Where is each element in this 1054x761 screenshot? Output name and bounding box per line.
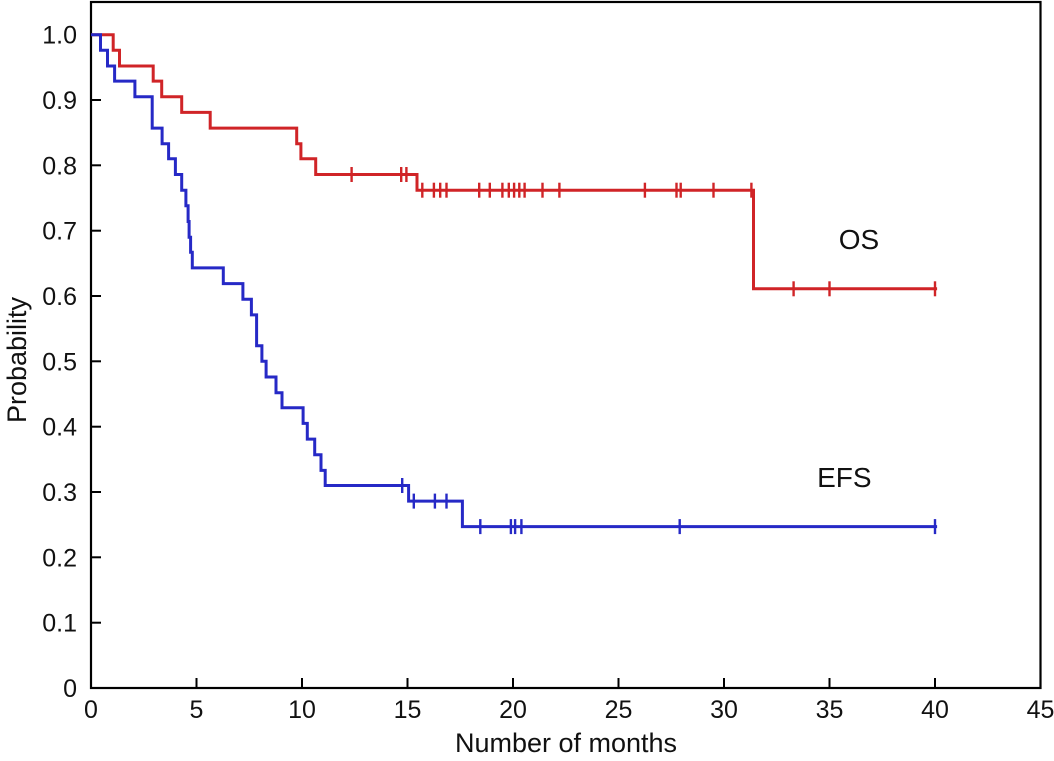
- plot-frame-box: [89, 0, 1042, 690]
- y-tick-label: 0.7: [42, 218, 77, 246]
- y-tick-label: 0.3: [42, 479, 77, 507]
- efs-curve: [91, 33, 938, 529]
- y-tick-label: 0.8: [42, 152, 77, 180]
- y-tick-label: 0.4: [42, 414, 77, 442]
- y-tick-label: 0: [63, 675, 77, 703]
- efs-label: EFS: [817, 462, 871, 493]
- x-tick-label: 35: [816, 696, 844, 724]
- x-tick-label: 45: [1027, 696, 1054, 724]
- y-tick-label: 1.0: [42, 22, 77, 50]
- x-tick-label: 40: [921, 696, 949, 724]
- x-tick-label: 20: [499, 696, 527, 724]
- y-tick-label: 0.6: [42, 283, 77, 311]
- os-label: OS: [839, 224, 879, 255]
- plot-frame: [89, 0, 1042, 690]
- survival-curves: OS EFS: [91, 33, 938, 535]
- x-tick-label: 15: [394, 696, 422, 724]
- axis-ticks: 0 5 10 15 20 25 30 35 40 45 0 0.1 0.2 0.3 0.4 0.5 0.6 0.7…: [42, 22, 1054, 724]
- x-tick-label: 0: [84, 696, 98, 724]
- y-tick-label: 0.5: [42, 348, 77, 376]
- x-tick-label: 10: [288, 696, 316, 724]
- os-curve: [91, 33, 938, 291]
- y-tick-label: 0.2: [42, 544, 77, 572]
- x-tick-label: 5: [190, 696, 204, 724]
- x-axis-title: Number of months: [455, 728, 677, 758]
- y-axis-title: Probability: [2, 296, 32, 423]
- y-tick-label: 0.9: [42, 87, 77, 115]
- x-tick-label: 30: [710, 696, 738, 724]
- y-tick-label: 0.1: [42, 610, 77, 638]
- x-tick-label: 25: [605, 696, 633, 724]
